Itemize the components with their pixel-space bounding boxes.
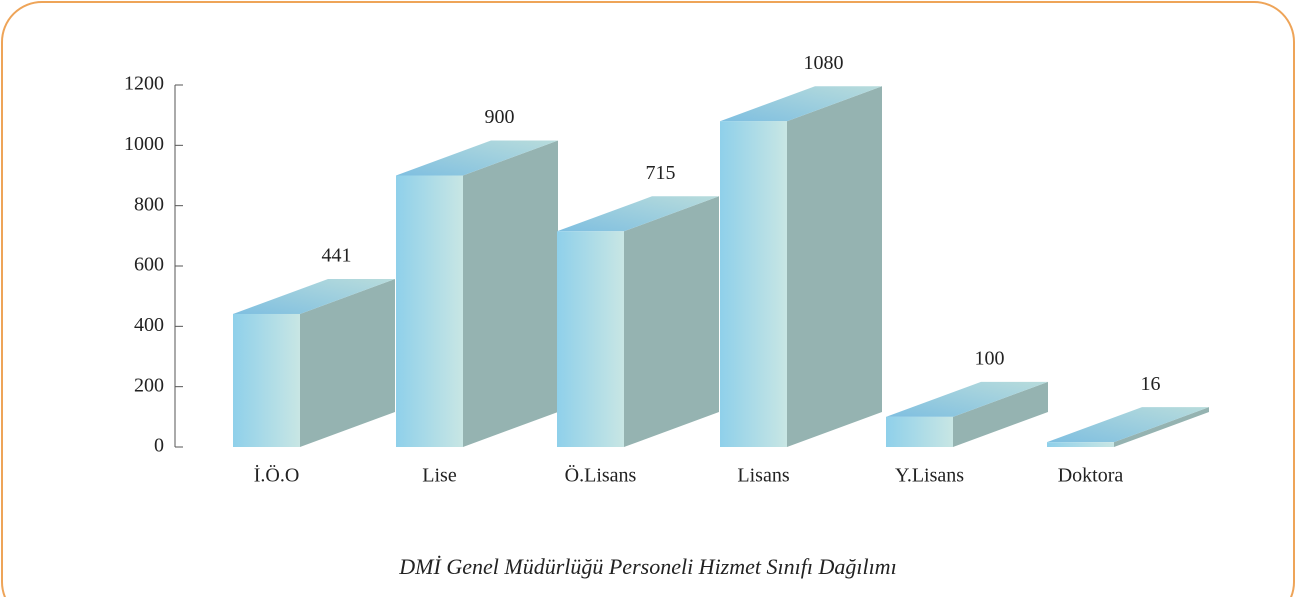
value-label: 900 [485,106,515,128]
value-label: 441 [322,245,352,267]
value-label: 715 [646,162,676,184]
bar-top [396,140,558,176]
bar-top [1047,407,1209,443]
bar-side [953,381,1048,447]
y-tick-label: 1000 [124,133,164,155]
y-tick-label: 800 [134,193,164,215]
bar-side [300,278,395,447]
x-tick-label: Y.Lisans [895,465,964,487]
bar-side [463,140,558,447]
bar [886,416,953,447]
x-tick-label: Lisans [737,465,789,487]
value-label: 100 [975,347,1005,369]
bar [720,121,787,447]
y-tick-label: 200 [134,374,164,396]
y-tick-label: 400 [134,314,164,336]
chart-title: DMİ Genel Müdürlüğü Personeli Hizmet Sın… [398,554,896,579]
bar-side [624,196,719,447]
x-tick-label: Lise [422,465,457,487]
y-tick-label: 0 [154,435,164,457]
bar-side [787,86,882,447]
value-label: 1080 [804,52,844,74]
x-tick-label: İ.Ö.O [254,464,300,487]
bar-top [557,196,719,232]
bar-top [720,86,882,122]
bar-top [233,278,395,314]
x-tick-label: Doktora [1058,465,1124,487]
bar [1047,442,1114,447]
bar [557,231,624,447]
bar-side [1114,407,1209,447]
y-tick-label: 1200 [124,73,164,95]
y-tick-label: 600 [134,254,164,276]
value-label: 16 [1141,373,1161,395]
bar [396,175,463,447]
bar [233,313,300,447]
x-tick-label: Ö.Lisans [565,464,637,487]
bar-top [886,381,1048,417]
